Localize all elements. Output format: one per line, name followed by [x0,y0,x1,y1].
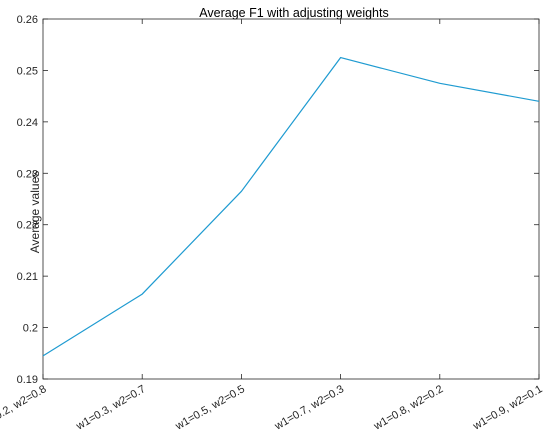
y-tick-label: 0.25 [17,65,38,77]
y-tick-label: 0.24 [17,117,38,129]
x-tick-label: w1=0.8, w2=0.2 [371,383,445,433]
y-tick-label: 0.26 [17,14,38,26]
chart-title: Average F1 with adjusting weights [199,6,388,20]
y-tick-label: 0.21 [17,271,38,283]
x-tick-label: w1=0.3, w2=0.7 [74,383,148,433]
x-tick-label: w1=0.2, w2=0.8 [0,383,49,433]
x-axis-ticks: w1=0.2, w2=0.8 w1=0.3, w2=0.7 w1=0.5, w2=0… [0,19,545,433]
y-tick-label: 0.23 [17,168,38,180]
series-line [42,56,540,357]
y-axis-title: Average values [28,171,42,254]
y-tick-label: 0.22 [17,220,38,232]
y-tick-label: 0.19 [17,374,38,386]
x-tick-label: w1=0.5, w2=0.5 [173,383,247,433]
x-tick-label: w1=0.7, w2=0.3 [272,383,346,433]
x-tick-label: w1=0.9, w2=0.1 [470,383,544,433]
plot-area-frame [42,18,540,380]
y-axis-ticks: 0.19 0.2 0.21 0.22 0.23 0.24 0.25 0.26 [17,14,539,386]
y-tick-label: 0.2 [23,323,38,335]
